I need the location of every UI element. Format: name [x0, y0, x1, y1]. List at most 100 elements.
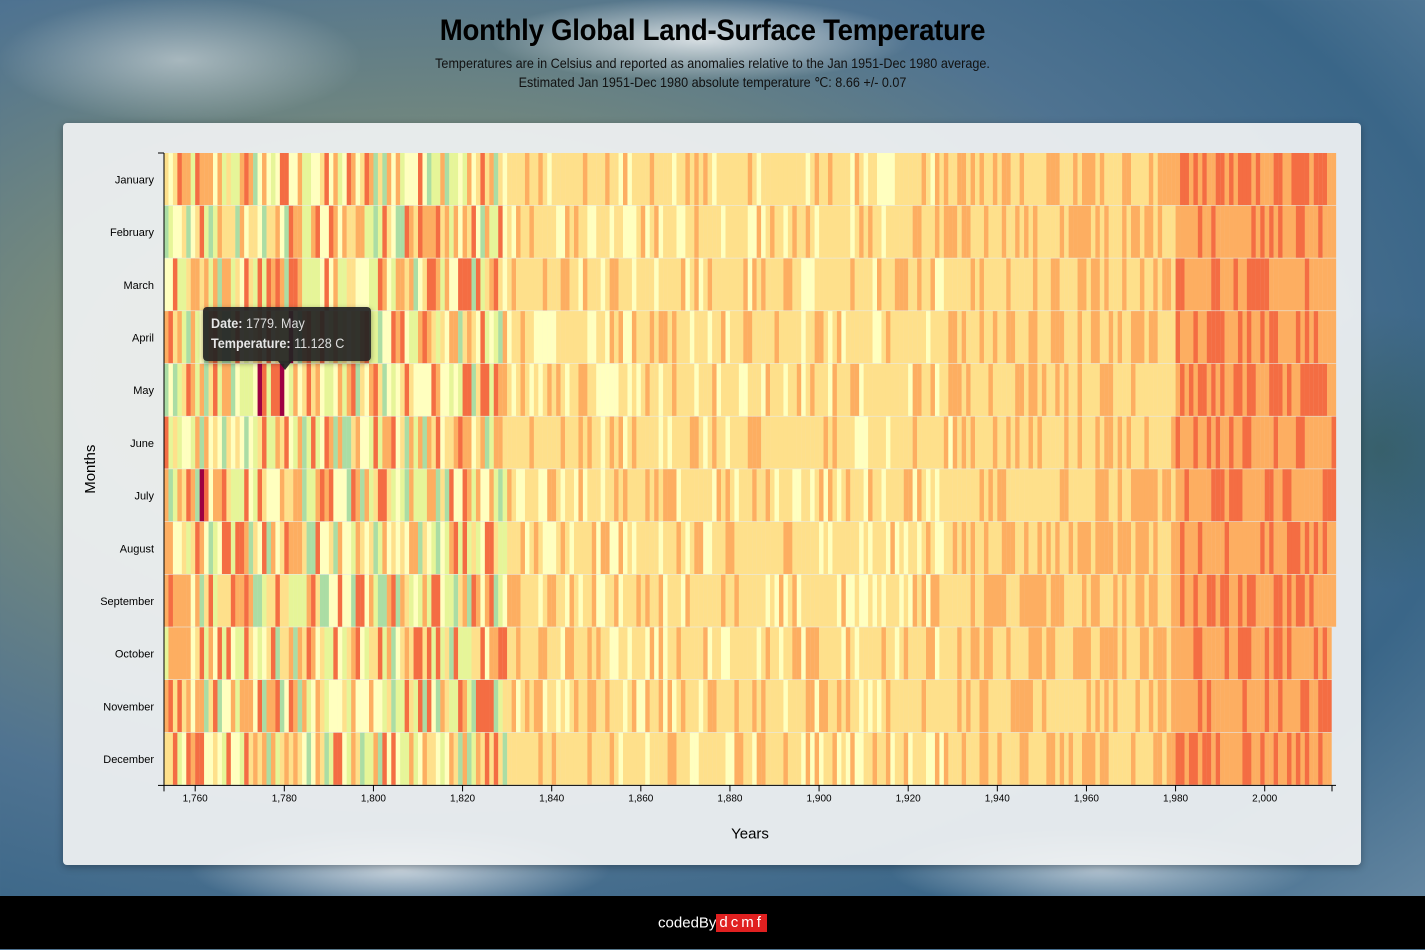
heatmap-cell: [747, 311, 753, 364]
heatmap-cell: [297, 416, 303, 469]
heatmap-cell: [805, 153, 811, 206]
heatmap-cell: [364, 469, 370, 522]
heatmap-cell: [596, 258, 601, 311]
heatmap-cell: [654, 311, 659, 364]
heatmap-cell: [975, 363, 980, 416]
heatmap-cell: [1206, 153, 1212, 206]
heatmap-cell: [346, 574, 352, 627]
heatmap-cell: [1188, 258, 1194, 311]
heatmap-cell: [1237, 205, 1243, 258]
heatmap-cell: [181, 153, 187, 206]
heatmap-cell: [721, 258, 726, 311]
heatmap-cell: [823, 153, 829, 206]
heatmap-cell: [1206, 416, 1212, 469]
heatmap-cell: [1202, 205, 1207, 258]
heatmap-cell: [952, 469, 958, 522]
heatmap-cell: [1242, 205, 1248, 258]
heatmap-cell: [453, 574, 459, 627]
heatmap-cell: [774, 680, 780, 733]
heatmap-cell: [1135, 680, 1141, 733]
heatmap-cell: [1278, 521, 1283, 574]
heatmap-cell: [1157, 205, 1163, 258]
heatmap-cell: [899, 153, 904, 206]
heatmap-cell: [409, 416, 414, 469]
heatmap-cell: [845, 732, 851, 785]
footer-brand[interactable]: dcmf: [716, 914, 767, 933]
heatmap-cell: [1269, 363, 1274, 416]
heatmap-cell: [645, 521, 650, 574]
heatmap-cell: [1104, 627, 1109, 680]
heatmap-cell: [631, 627, 637, 680]
heatmap-cell: [1148, 363, 1154, 416]
heatmap-cell: [703, 469, 708, 522]
heatmap-cell: [270, 416, 276, 469]
heatmap-cell: [1055, 680, 1060, 733]
heatmap-cell: [226, 205, 231, 258]
heatmap-cell: [605, 680, 610, 733]
heatmap-cell: [462, 680, 468, 733]
heatmap-cell: [658, 416, 664, 469]
heatmap-cell: [814, 311, 820, 364]
heatmap-cell: [761, 574, 766, 627]
heatmap-cell: [440, 521, 445, 574]
heatmap-cell: [168, 680, 174, 733]
heatmap-cell: [1260, 574, 1265, 627]
heatmap-cell: [279, 574, 285, 627]
heatmap-cell: [631, 363, 637, 416]
heatmap-cell: [458, 627, 463, 680]
heatmap-cell: [573, 574, 579, 627]
heatmap-cell: [1327, 363, 1332, 416]
heatmap-cell: [1269, 153, 1274, 206]
heatmap-cell: [413, 153, 419, 206]
heatmap-cell: [1162, 469, 1167, 522]
heatmap-cell: [467, 258, 472, 311]
heatmap-cell: [734, 680, 740, 733]
heatmap-cell: [917, 732, 922, 785]
heatmap-cell: [814, 363, 820, 416]
heatmap-cell: [186, 205, 191, 258]
heatmap-cell: [409, 469, 414, 522]
heatmap-cell: [738, 469, 744, 522]
heatmap-cell: [449, 627, 454, 680]
heatmap-cell: [725, 311, 731, 364]
heatmap-cell: [1278, 732, 1283, 785]
heatmap-cell: [471, 311, 477, 364]
heatmap-cell: [168, 469, 174, 522]
heatmap-cell: [351, 680, 356, 733]
heatmap-chart[interactable]: JanuaryFebruaryMarchAprilMayJuneJulyAugu…: [63, 123, 1361, 865]
heatmap-cell: [480, 627, 486, 680]
heatmap-cell: [1300, 258, 1305, 311]
heatmap-cell: [868, 311, 873, 364]
heatmap-cell: [1162, 732, 1167, 785]
heatmap-cell: [1108, 153, 1114, 206]
heatmap-cell: [1024, 627, 1029, 680]
heatmap-cell: [1175, 153, 1181, 206]
heatmap-cell: [934, 258, 940, 311]
heatmap-cell: [841, 258, 846, 311]
heatmap-cell: [1041, 469, 1047, 522]
heatmap-cell: [556, 363, 561, 416]
heatmap-cell: [1024, 574, 1029, 627]
heatmap-cell: [230, 680, 236, 733]
heatmap-cell: [1300, 363, 1305, 416]
heatmap-cell: [302, 416, 307, 469]
heatmap-cell: [1180, 416, 1185, 469]
heatmap-cell: [1251, 732, 1256, 785]
heatmap-cell: [342, 521, 347, 574]
heatmap-cell: [444, 680, 450, 733]
heatmap-cell: [943, 627, 949, 680]
heatmap-cell: [658, 469, 664, 522]
heatmap-cell: [1032, 205, 1038, 258]
y-tick-label: January: [115, 174, 155, 186]
heatmap-cell: [631, 521, 637, 574]
heatmap-cell: [569, 521, 575, 574]
heatmap-cell: [1073, 416, 1078, 469]
heatmap-cell: [444, 469, 450, 522]
heatmap-cell: [1251, 521, 1256, 574]
heatmap-cell: [221, 521, 227, 574]
heatmap-cell: [618, 205, 624, 258]
heatmap-cell: [217, 469, 223, 522]
heatmap-cell: [738, 416, 744, 469]
heatmap-cell: [489, 627, 494, 680]
heatmap-cell: [1260, 153, 1265, 206]
